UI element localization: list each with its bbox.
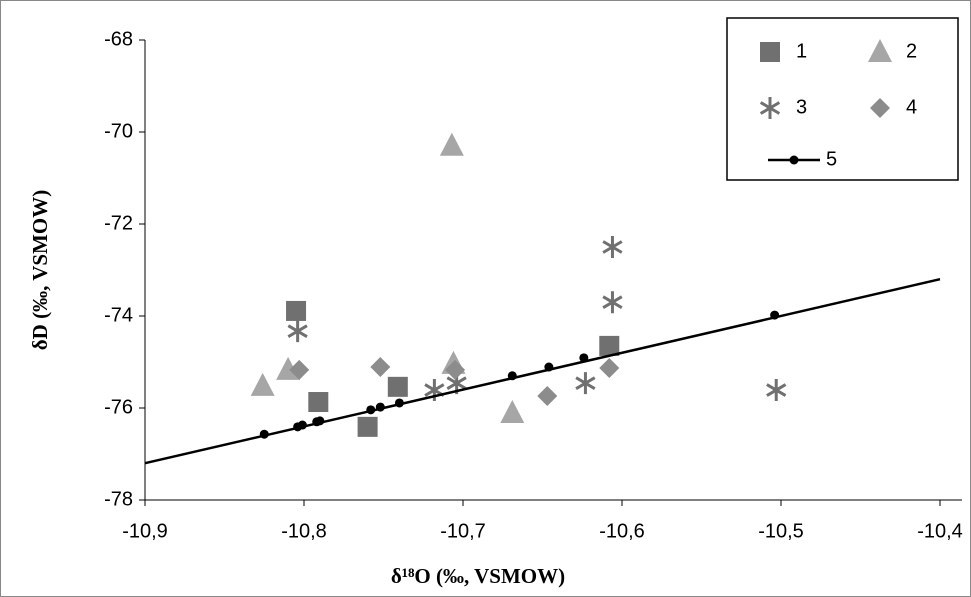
x-axis-title: δ¹⁸O (‰, VSMOW): [391, 564, 565, 588]
square-marker: [357, 416, 378, 437]
asterisk-marker: [766, 379, 787, 402]
x-tick-label: -10,9: [122, 520, 168, 542]
circle-marker: [259, 429, 269, 439]
circle-marker: [375, 402, 385, 412]
diamond-marker: [599, 357, 620, 378]
circle-marker: [507, 371, 517, 381]
x-tick-label: -10,6: [599, 520, 645, 542]
diamond-marker: [445, 359, 466, 380]
square-marker: [387, 376, 408, 397]
y-axis-title: δD (‰, VSMOW): [28, 190, 52, 350]
x-tick-label: -10,5: [758, 520, 804, 542]
x-tick-label: -10,4: [917, 520, 963, 542]
diamond-marker: [537, 386, 558, 407]
y-tick-label: -72: [104, 212, 133, 234]
diamond-marker: [370, 357, 391, 378]
x-tick-label: -10,7: [440, 520, 486, 542]
trend-line: [144, 277, 941, 465]
circle-marker: [394, 398, 404, 408]
circle-marker: [770, 310, 780, 320]
circle-marker: [297, 420, 307, 430]
asterisk-marker: [287, 320, 308, 343]
legend-label: 2: [906, 40, 917, 62]
y-tick-label: -70: [104, 120, 133, 142]
legend-marker: [868, 39, 892, 62]
diamond-marker: [289, 359, 310, 380]
asterisk-marker: [575, 372, 596, 395]
legend-marker: [759, 97, 781, 119]
legend-marker: [789, 155, 799, 165]
legend-label: 5: [826, 148, 837, 170]
square-marker: [286, 300, 307, 321]
triangle-marker: [250, 372, 275, 396]
circle-marker: [544, 362, 554, 372]
circle-marker: [366, 405, 376, 415]
legend-label: 4: [906, 96, 917, 118]
square-marker: [308, 392, 329, 413]
asterisk-marker: [602, 291, 623, 314]
triangle-marker: [500, 400, 525, 424]
legend-marker: [760, 42, 780, 62]
y-tick-label: -76: [104, 396, 133, 418]
legend-marker: [870, 98, 890, 118]
square-marker: [599, 335, 620, 356]
x-tick-label: -10,8: [281, 520, 327, 542]
legend-label: 1: [796, 40, 807, 62]
y-tick-label: -78: [104, 488, 133, 510]
legend-label: 3: [796, 96, 807, 118]
y-tick-label: -68: [104, 28, 133, 50]
circle-marker: [579, 353, 589, 363]
circle-marker: [315, 416, 325, 426]
asterisk-marker: [602, 236, 623, 258]
triangle-marker: [439, 132, 464, 156]
y-tick-label: -74: [104, 304, 133, 326]
